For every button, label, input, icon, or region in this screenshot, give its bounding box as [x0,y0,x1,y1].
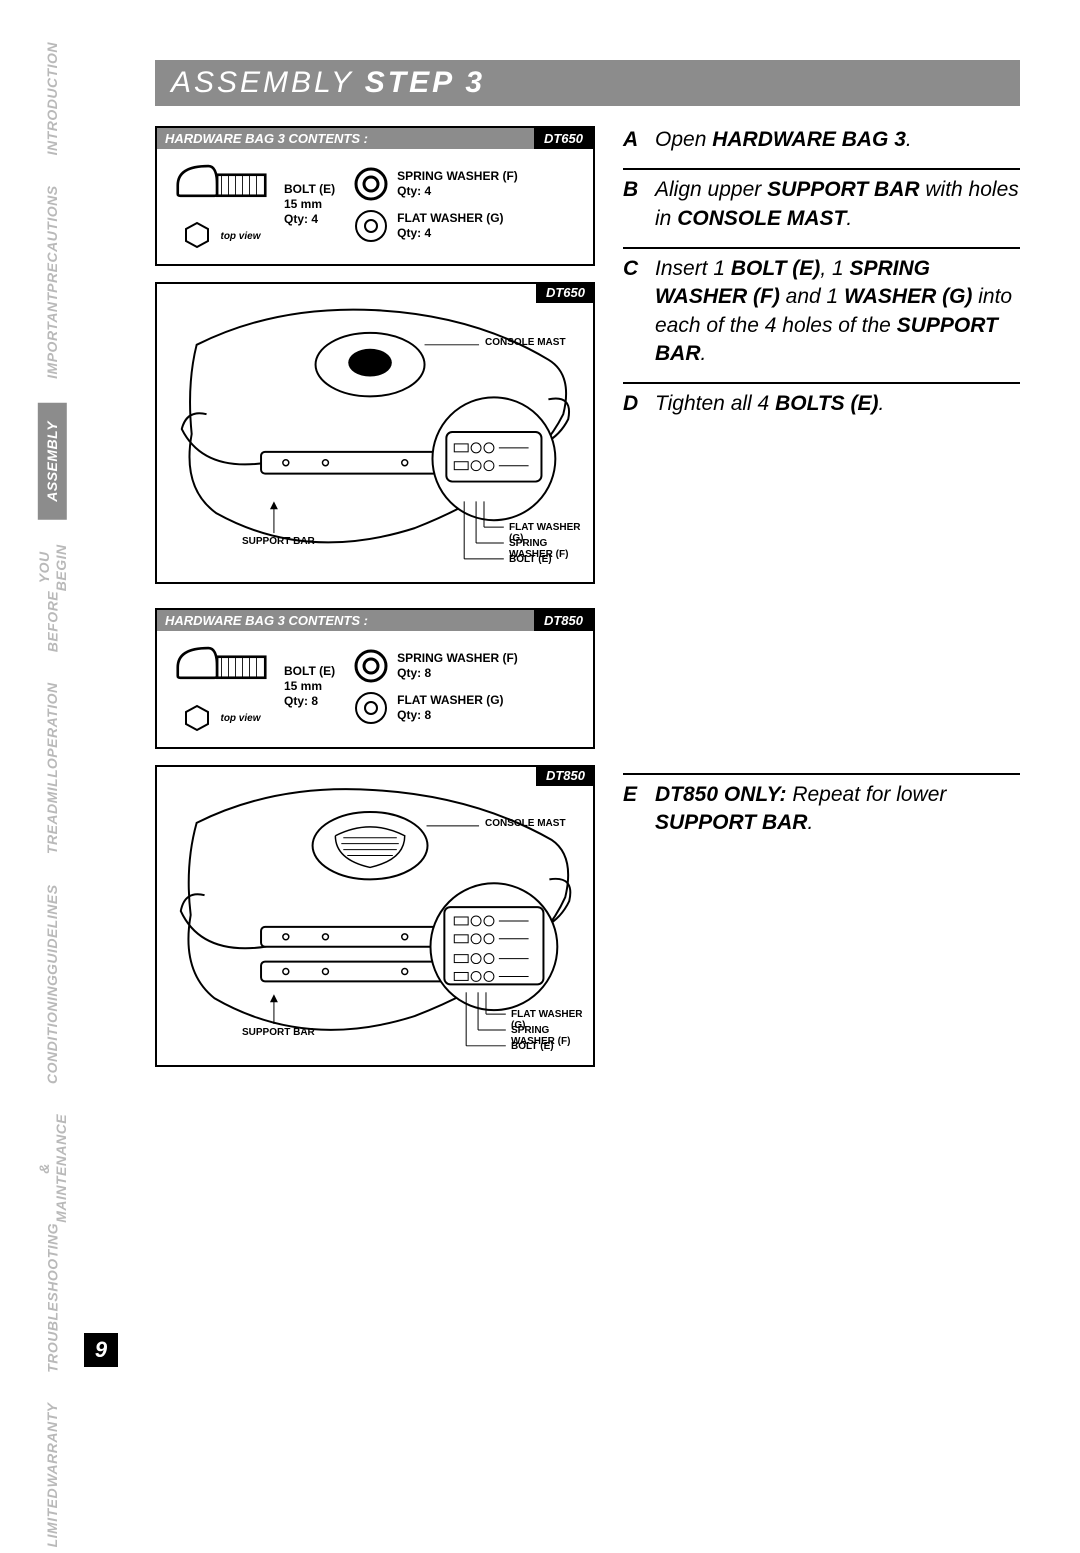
spring-washer-icon [353,166,389,202]
sidebar-item-introduction: INTRODUCTION [44,36,61,161]
hw-header-label: HARDWARE BAG 3 CONTENTS : [157,128,534,149]
flat-washer-name: FLAT WASHER (G) [397,211,503,226]
spring-washer-qty: Qty: 8 [397,666,518,681]
instruction-letter: B [623,176,655,233]
hardware-box-dt850: HARDWARE BAG 3 CONTENTS : DT850 [155,608,595,748]
instruction-row: DTighten all 4 BOLTS (E). [623,382,1020,418]
sidebar-item-troubleshooting: TROUBLESHOOTING& MAINTENANCE [36,1108,70,1379]
instruction-text: Open HARDWARE BAG 3. [655,126,1020,154]
bolt-name: BOLT (E) [284,182,335,197]
sidebar-item-precautions: IMPORTANTPRECAUTIONS [44,179,61,385]
instruction-text: DT850 ONLY: Repeat for lower SUPPORT BAR… [655,781,1020,838]
bolt-size: 15 mm [284,679,335,694]
label-console-mast: CONSOLE MAST [485,818,566,829]
instructions-top: AOpen HARDWARE BAG 3.BAlign upper SUPPOR… [623,126,1020,419]
title-bold: STEP 3 [365,66,485,99]
bolt-name: BOLT (E) [284,664,335,679]
flat-washer-name: FLAT WASHER (G) [397,693,503,708]
label-bolt: BOLT (E) [511,1041,554,1052]
page-content: ASSEMBLY STEP 3 HARDWARE BAG 3 CONTENTS … [155,60,1020,1091]
diagram-dt850: DT850 [155,765,595,1067]
topview-label: top view [220,231,260,242]
label-support-bar: SUPPORT BAR [242,1027,315,1038]
hw-model-tag: DT650 [534,128,593,149]
instruction-text: Align upper SUPPORT BAR with holes in CO… [655,176,1020,233]
sidebar-item-warranty: LIMITEDWARRANTY [44,1397,61,1553]
hex-icon [182,220,212,250]
instruction-letter: A [623,126,655,154]
diagram-dt650: DT650 [155,282,595,584]
bolt-qty: Qty: 8 [284,694,335,709]
hardware-box-dt650: HARDWARE BAG 3 CONTENTS : DT650 [155,126,595,266]
bolt-icon [169,159,274,220]
bolt-label: BOLT (E) 15 mm Qty: 4 [284,182,335,227]
bolt-icon [169,641,274,702]
instruction-row: EDT850 ONLY: Repeat for lower SUPPORT BA… [623,781,1020,838]
sidebar-item-conditioning: CONDITIONINGGUIDELINES [44,878,61,1090]
spring-washer-name: SPRING WASHER (F) [397,651,518,666]
topview-label: top view [220,713,260,724]
instruction-text: Insert 1 BOLT (E), 1 SPRING WASHER (F) a… [655,255,1020,368]
right-column: AOpen HARDWARE BAG 3.BAlign upper SUPPOR… [623,126,1020,1091]
instruction-letter: D [623,390,655,418]
instruction-row: CInsert 1 BOLT (E), 1 SPRING WASHER (F) … [623,247,1020,368]
page-number: 9 [84,1333,118,1367]
sidebar-item-treadmill-operation: TREADMILLOPERATION [44,676,61,860]
spring-washer-qty: Qty: 4 [397,184,518,199]
flat-washer-qty: Qty: 8 [397,708,503,723]
instructions-bottom: EDT850 ONLY: Repeat for lower SUPPORT BA… [623,781,1020,838]
bolt-label: BOLT (E) 15 mm Qty: 8 [284,664,335,709]
instruction-row: BAlign upper SUPPORT BAR with holes in C… [623,168,1020,233]
flat-washer-icon [353,690,389,726]
hw-model-tag: DT850 [534,610,593,631]
sidebar-item-assembly: ASSEMBLY [38,403,67,520]
label-console-mast: CONSOLE MAST [485,337,566,348]
sidebar-item-before-you-begin: BEFOREYOU BEGIN [36,538,70,658]
spring-washer-icon [353,648,389,684]
left-column: HARDWARE BAG 3 CONTENTS : DT650 [155,126,595,1091]
bolt-size: 15 mm [284,197,335,212]
flat-washer-icon [353,208,389,244]
instruction-letter: E [623,781,655,838]
spring-washer-name: SPRING WASHER (F) [397,169,518,184]
label-bolt: BOLT (E) [509,554,552,565]
hw-header-label: HARDWARE BAG 3 CONTENTS : [157,610,534,631]
flat-washer-qty: Qty: 4 [397,226,503,241]
instruction-row: AOpen HARDWARE BAG 3. [623,126,1020,154]
title-prefix: ASSEMBLY [171,66,365,99]
sidebar-nav: INTRODUCTION IMPORTANTPRECAUTIONS ASSEMB… [0,36,105,1377]
instruction-letter: C [623,255,655,368]
bolt-qty: Qty: 4 [284,212,335,227]
instruction-text: Tighten all 4 BOLTS (E). [655,390,1020,418]
label-support-bar: SUPPORT BAR [242,536,315,547]
hex-icon [182,703,212,733]
page-title: ASSEMBLY STEP 3 [155,60,1020,106]
